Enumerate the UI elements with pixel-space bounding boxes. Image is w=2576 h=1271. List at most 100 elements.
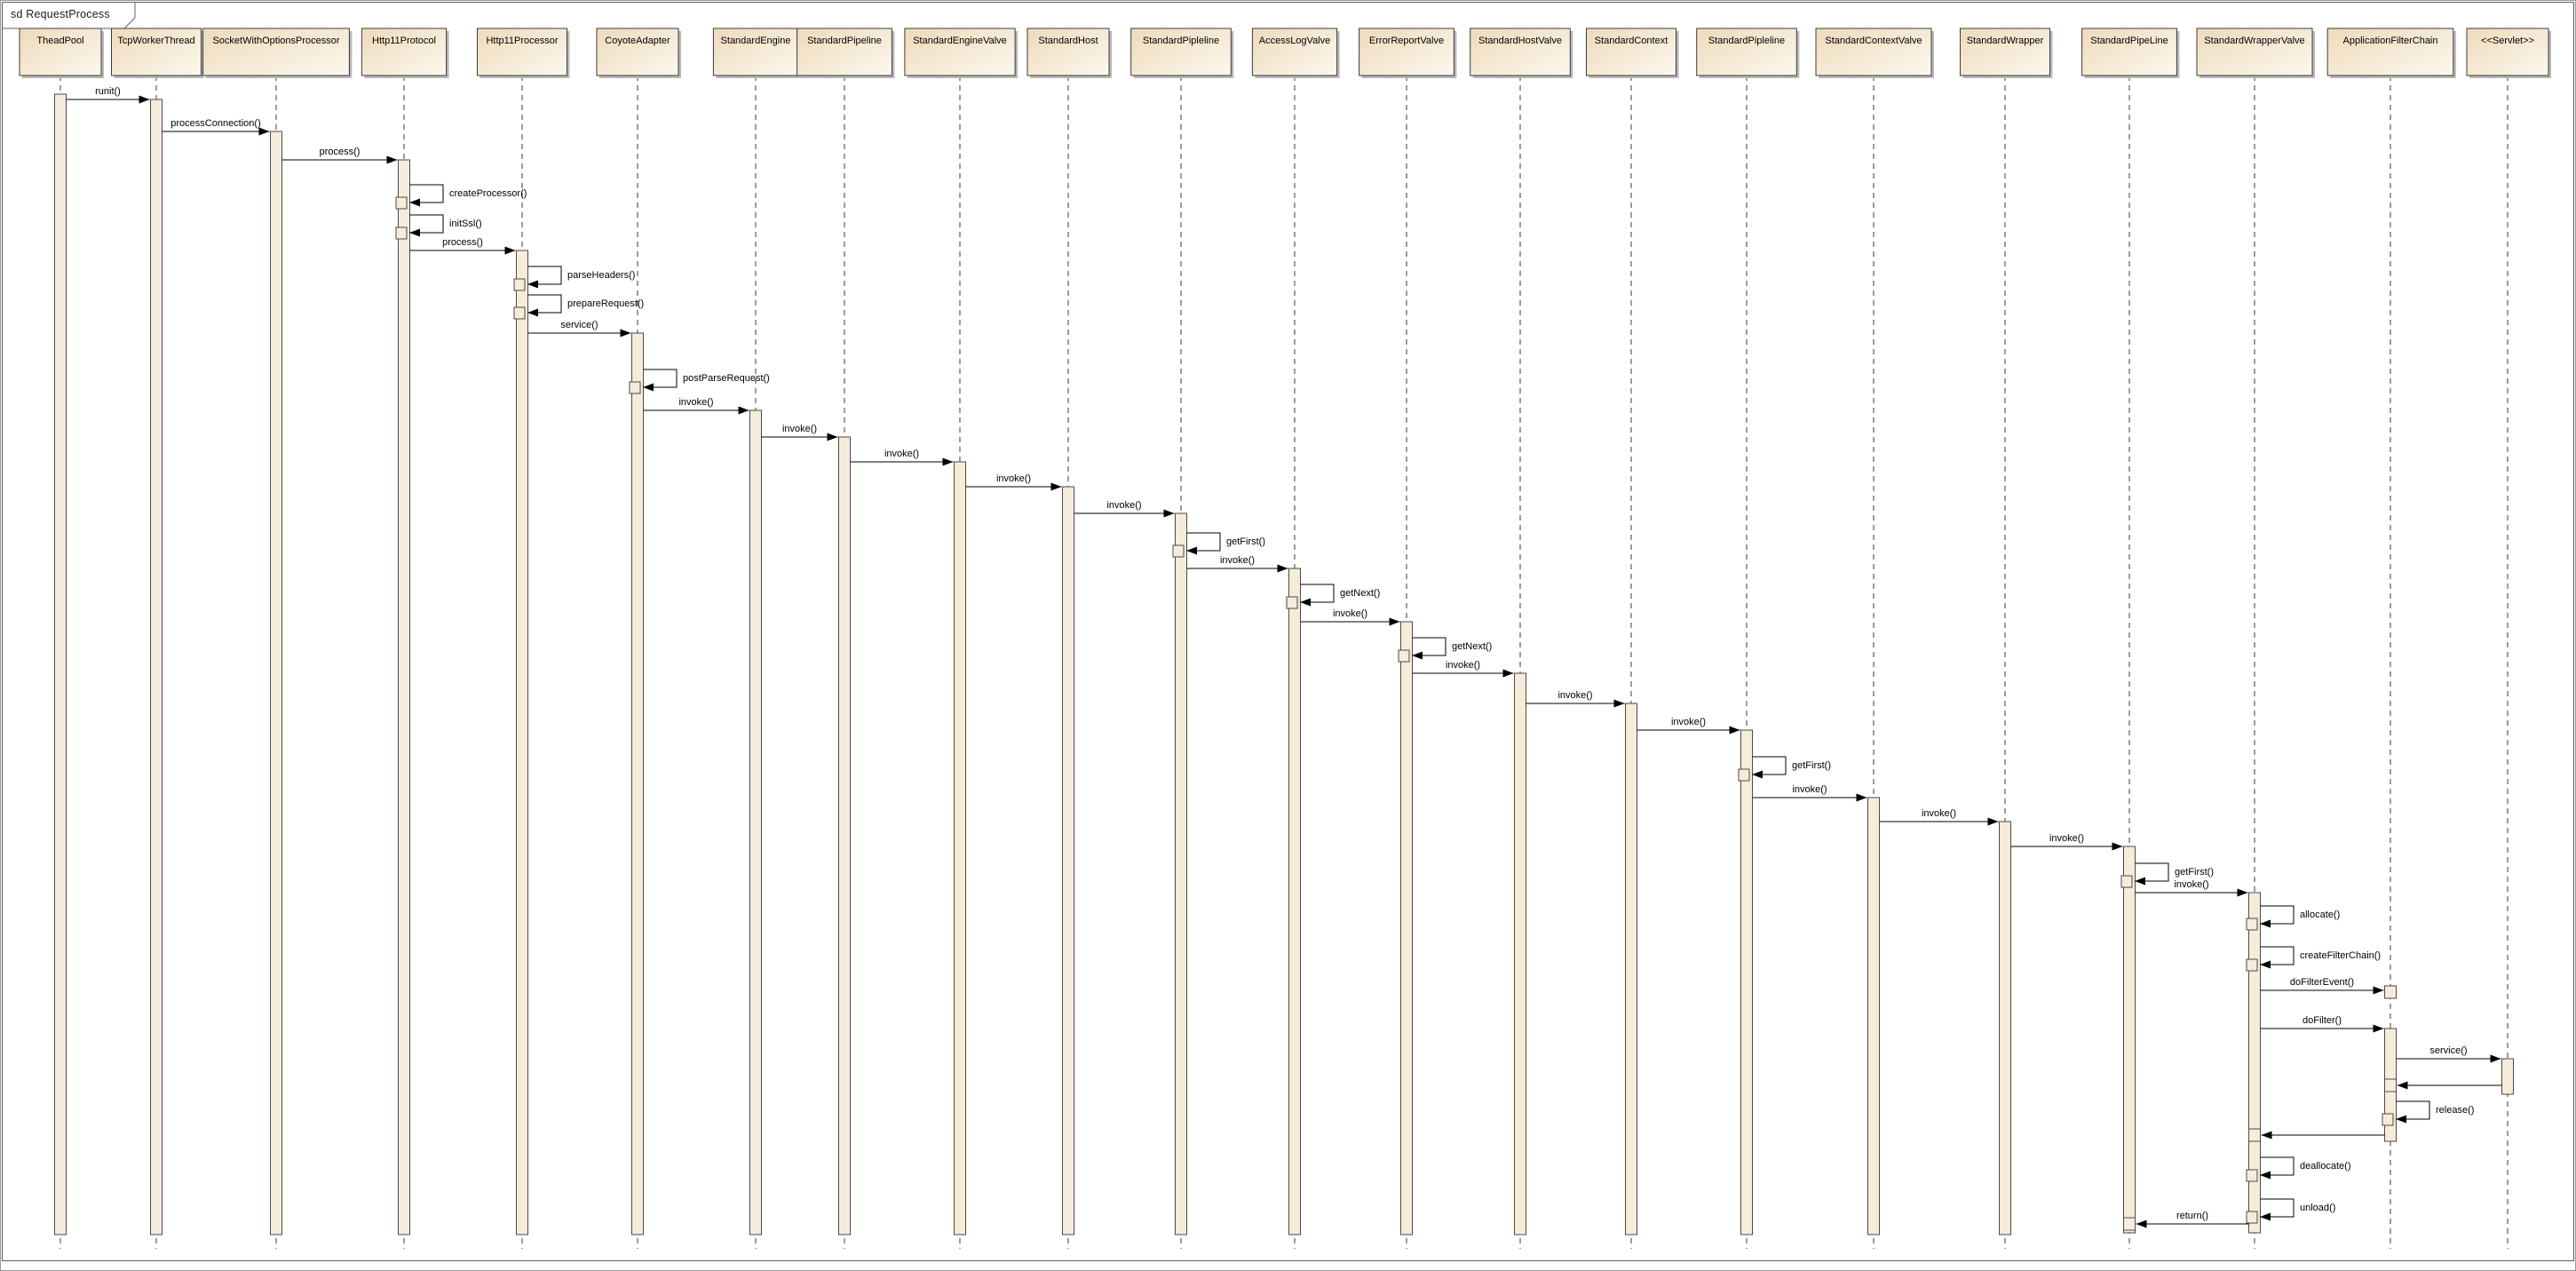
lifeline-head-12	[1251, 28, 1338, 76]
lifeline-name: StandardPipeline	[807, 36, 882, 46]
activation-bar-4	[398, 159, 410, 1235]
arrowhead-icon	[2373, 1024, 2384, 1033]
message-label: invoke()	[884, 449, 919, 459]
arrowhead-icon	[409, 198, 420, 207]
message-label: process()	[320, 147, 361, 157]
self-message-label: allocate()	[2300, 910, 2340, 920]
self-message-label: release()	[2436, 1105, 2474, 1116]
lifeline-name: TheadPool	[36, 36, 83, 46]
arrowhead-icon	[2260, 1212, 2271, 1221]
arrowhead-icon	[1752, 770, 1763, 779]
return-activation-square	[2384, 1078, 2397, 1092]
arrowhead-icon	[2136, 1219, 2147, 1228]
lifeline-head-19	[2081, 28, 2177, 76]
message-label: invoke()	[1446, 660, 1480, 671]
self-message-loop	[2260, 946, 2295, 965]
arrowhead-icon	[1277, 564, 1288, 573]
arrowhead-icon	[139, 95, 150, 104]
self-message-loop	[1300, 584, 1335, 603]
activation-bar-17	[1867, 797, 1880, 1235]
arrowhead-icon	[2260, 960, 2271, 969]
activation-bar-1	[54, 93, 67, 1235]
self-message-loop	[2260, 1198, 2295, 1218]
arrowhead-icon	[738, 406, 749, 415]
lifeline-name: Http11Protocol	[372, 36, 436, 46]
message-label: invoke()	[2174, 879, 2208, 890]
lifeline-head-15	[1586, 28, 1676, 76]
event-activation-square	[2384, 985, 2397, 999]
arrowhead-icon	[2373, 986, 2384, 995]
arrowhead-icon	[2260, 1171, 2271, 1180]
message-label: invoke()	[1922, 808, 1956, 819]
activation-square	[395, 226, 408, 240]
activation-bar-7	[749, 409, 762, 1235]
lifeline-head-16	[1696, 28, 1797, 76]
arrowhead-icon	[2490, 1054, 2501, 1063]
self-message-loop	[2396, 1100, 2430, 1120]
arrowhead-icon	[942, 457, 954, 466]
lifeline-head-13	[1359, 28, 1454, 76]
activation-square	[2120, 875, 2133, 888]
activation-bar-20	[2248, 892, 2261, 1234]
activation-square	[2382, 1113, 2394, 1126]
activation-bar-8	[838, 436, 851, 1235]
lifeline-head-2	[111, 28, 202, 76]
lifeline-name: StandardWrapper	[1967, 36, 2044, 46]
lifeline-head-22	[2466, 28, 2549, 76]
message-label: invoke()	[996, 473, 1031, 484]
lifeline-name: StandardContext	[1595, 36, 1668, 46]
self-message-label: parseHeaders()	[567, 270, 635, 281]
lifeline-name: <<Servlet>>	[2481, 36, 2534, 46]
self-message-label: getFirst()	[1792, 760, 1831, 771]
lifeline-head-18	[1960, 28, 2050, 76]
activation-bar-5	[516, 250, 528, 1235]
activation-bar-12	[1288, 568, 1301, 1235]
lifeline-head-14	[1470, 28, 1571, 76]
self-message-label: getNext()	[1340, 588, 1380, 599]
activation-square	[2246, 1211, 2258, 1224]
message-label: processConnection()	[170, 118, 261, 129]
arrowhead-icon	[1856, 793, 1867, 802]
message-label: return()	[2176, 1211, 2208, 1221]
arrowhead-icon	[620, 329, 631, 338]
activation-square	[1398, 649, 1410, 663]
message-label: invoke()	[2049, 833, 2084, 844]
self-message-label: getFirst()	[1226, 536, 1265, 547]
lifeline-head-6	[596, 28, 679, 76]
lifeline-name: StandardEngine	[721, 36, 791, 46]
activation-square	[2246, 918, 2258, 931]
activation-square	[1286, 596, 1298, 609]
lifeline-name: StandardHostValve	[1478, 36, 1562, 46]
arrowhead-icon	[1050, 482, 1062, 491]
lifeline-name: StandardWrapperValve	[2204, 36, 2304, 46]
activation-square	[629, 381, 641, 394]
message-label: invoke()	[1557, 690, 1592, 701]
lifeline-head-7	[712, 28, 799, 76]
self-message-loop	[2260, 1156, 2295, 1176]
self-message-loop	[527, 266, 562, 285]
lifeline-name: StandardPipleline	[1143, 36, 1219, 46]
lifeline-name: CoyoteAdapter	[605, 36, 670, 46]
arrowhead-icon	[1729, 726, 1740, 735]
self-message-loop	[409, 214, 444, 234]
activation-bar-15	[1625, 703, 1637, 1235]
lifeline-name: ErrorReportValve	[1369, 36, 1444, 46]
message-label: invoke()	[782, 424, 817, 434]
message-label: service()	[560, 320, 598, 330]
arrowhead-icon	[527, 308, 538, 317]
self-message-label: postParseRequest()	[683, 373, 770, 384]
self-message-loop	[2135, 862, 2169, 882]
self-message-loop	[409, 184, 444, 203]
arrowhead-icon	[527, 280, 538, 289]
activation-bar-22	[2501, 1058, 2514, 1095]
arrowhead-icon	[827, 433, 838, 441]
activation-bar-9	[954, 461, 966, 1235]
self-message-loop	[2260, 905, 2295, 925]
lifeline-head-9	[904, 28, 1016, 76]
message-label: process()	[442, 237, 483, 248]
arrowhead-icon	[504, 246, 516, 255]
self-message-label: getFirst()	[2175, 867, 2214, 878]
frame-name-tab	[2, 2, 136, 29]
